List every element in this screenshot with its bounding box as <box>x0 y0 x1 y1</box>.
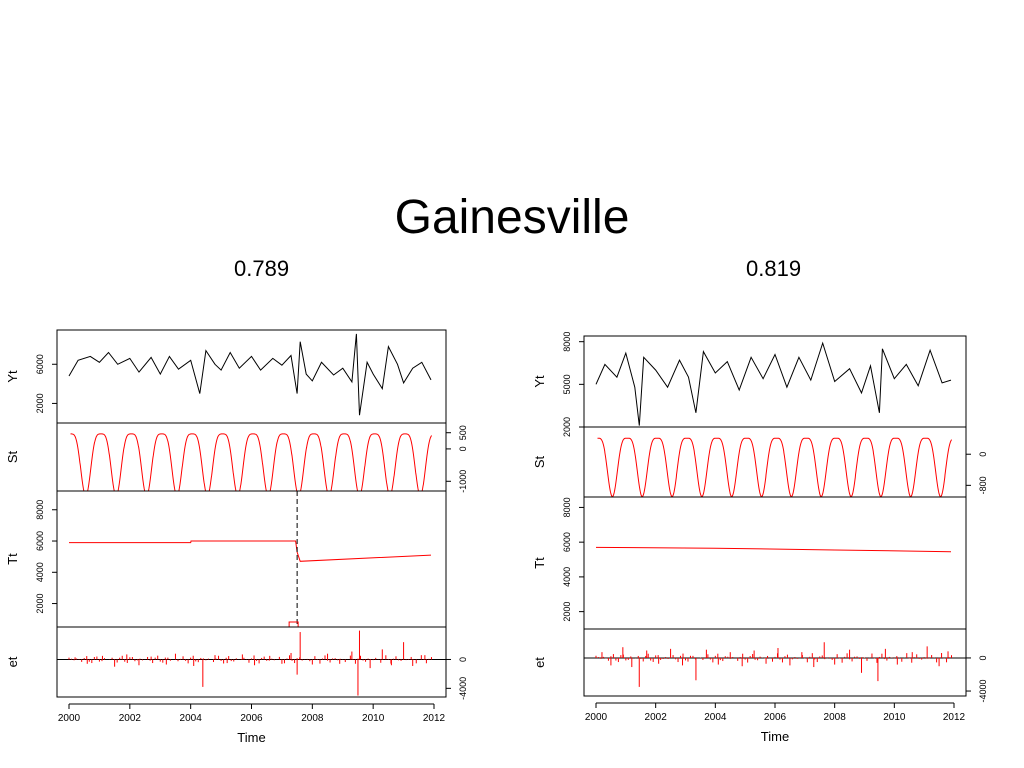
y-tick-label: 0 <box>978 452 988 457</box>
x-tick-label: 2004 <box>704 712 727 723</box>
x-tick-label: 2006 <box>240 713 263 724</box>
right-figure-label: 0.819 <box>746 256 802 281</box>
left-figure-label: 0.789 <box>234 256 290 281</box>
panel-ylabel: et <box>5 656 20 667</box>
y-tick-label: 6000 <box>35 531 45 551</box>
panel-frame <box>56 422 447 492</box>
panel-Yt: Yt 2000 5000 8000 <box>532 332 967 437</box>
series-St <box>70 433 433 491</box>
x-tick-label: 2000 <box>58 713 81 724</box>
x-axis-title: Time <box>237 730 265 745</box>
panel-ylabel: St <box>532 455 547 468</box>
y-tick-label: 500 <box>458 425 468 440</box>
series-Yt <box>68 333 432 416</box>
panel-ylabel: Yt <box>5 370 20 383</box>
y-tick-label: 0 <box>458 657 468 662</box>
x-axis-title: Time <box>761 729 789 744</box>
panel-ylabel: Tt <box>532 557 547 569</box>
slide-title: Gainesville <box>394 191 630 244</box>
panel-ylabel: Yt <box>532 375 547 388</box>
y-tick-label: 8000 <box>35 500 45 520</box>
panel-frame <box>56 626 447 698</box>
panel-frame <box>583 426 967 498</box>
y-tick-label: 2000 <box>35 393 45 413</box>
panel-frame <box>583 335 967 428</box>
x-tick-label: 2002 <box>119 713 142 724</box>
x-tick-label: 2004 <box>180 713 203 724</box>
y-tick-label: 4000 <box>35 562 45 582</box>
x-tick-label: 2012 <box>943 712 966 723</box>
y-tick-label: 6000 <box>562 532 572 552</box>
panel-ylabel: et <box>532 657 547 668</box>
panel-et: et -4000 0 <box>5 626 468 700</box>
panel-frame <box>583 628 967 697</box>
y-tick-label: -800 <box>978 476 988 494</box>
x-tick-label: 2008 <box>824 712 847 723</box>
y-tick-label: -1000 <box>458 470 468 493</box>
y-tick-label: 4000 <box>562 567 572 587</box>
x-tick-label: 2012 <box>423 713 446 724</box>
panel-Yt: Yt 2000 6000 <box>5 329 447 424</box>
panel-ylabel: Tt <box>5 553 20 565</box>
x-tick-label: 2010 <box>362 713 385 724</box>
x-tick-label: 2002 <box>645 712 668 723</box>
y-tick-label: 5000 <box>562 374 572 394</box>
panel-frame <box>583 496 967 630</box>
series-Tt <box>69 540 432 562</box>
figure-left: Yt 2000 6000 St -1000 0 500 Tt 2000 4000 6000 8000 e… <box>5 329 468 745</box>
x-tick-label: 2000 <box>585 712 608 723</box>
series-Tt <box>595 546 952 553</box>
y-tick-label: -4000 <box>458 677 468 700</box>
x-tick-label: 2008 <box>301 713 324 724</box>
panel-St: St -800 0 <box>532 426 988 498</box>
panel-et: et -4000 0 <box>532 628 988 703</box>
y-tick-label: -4000 <box>978 680 988 703</box>
y-tick-label: 0 <box>978 655 988 660</box>
series-Yt <box>595 341 952 426</box>
panel-Tt: Tt 2000 4000 6000 8000 <box>5 490 447 628</box>
series-St <box>597 437 953 497</box>
y-tick-label: 8000 <box>562 497 572 517</box>
y-tick-label: 2000 <box>562 602 572 622</box>
panel-Tt: Tt 2000 4000 6000 8000 <box>532 496 967 630</box>
panel-St: St -1000 0 500 <box>5 422 468 493</box>
y-tick-label: 6000 <box>35 354 45 374</box>
x-tick-label: 2010 <box>883 712 906 723</box>
y-tick-label: 2000 <box>562 417 572 437</box>
panel-ylabel: St <box>5 450 20 463</box>
panel-frame <box>56 329 447 424</box>
y-tick-label: 2000 <box>35 594 45 614</box>
y-tick-label: 8000 <box>562 332 572 352</box>
y-tick-label: 0 <box>458 446 468 451</box>
figure-right: Yt 2000 5000 8000 St -800 0 Tt 2000 4000 6000 8000 e… <box>532 332 988 744</box>
x-tick-label: 2006 <box>764 712 787 723</box>
panel-frame <box>56 490 447 628</box>
